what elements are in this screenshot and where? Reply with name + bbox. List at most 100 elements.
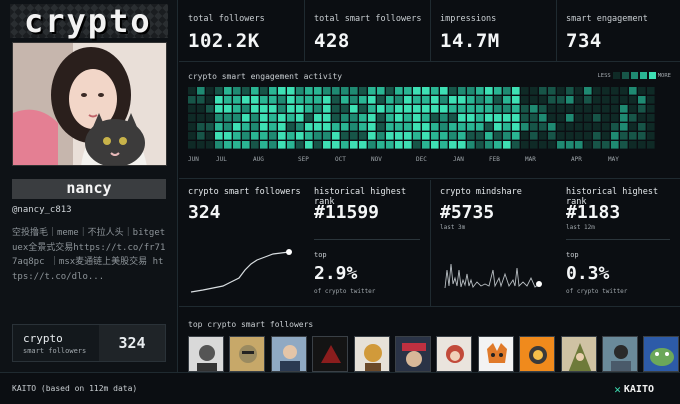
heatmap-cell <box>458 105 466 113</box>
heatmap-cell <box>548 114 556 122</box>
follower-avatar[interactable] <box>229 336 266 372</box>
heatmap-cell <box>476 114 484 122</box>
brand-title: crypto <box>24 2 152 40</box>
profile-handle[interactable]: @nancy_c813 <box>12 205 72 215</box>
heatmap-cell <box>197 105 205 113</box>
heatmap-cell <box>215 114 223 122</box>
heatmap-cell <box>413 123 421 131</box>
panel-title: historical highest rank <box>566 187 659 207</box>
follower-avatar[interactable] <box>436 336 473 372</box>
follower-avatar[interactable] <box>394 336 431 372</box>
heatmap-cell <box>584 105 592 113</box>
heatmap-cell <box>305 141 313 149</box>
heatmap-cell <box>602 105 610 113</box>
heatmap-cell <box>260 114 268 122</box>
heatmap-cell <box>602 87 610 95</box>
legend-more-label: MORE <box>657 72 671 79</box>
heatmap-cell <box>233 96 241 104</box>
heatmap-cell <box>341 87 349 95</box>
panel-subtitle: last 12m <box>566 224 595 231</box>
month-label: JUL <box>216 156 227 163</box>
heatmap-cell <box>548 141 556 149</box>
heatmap-cell <box>215 87 223 95</box>
heatmap-cell <box>332 105 340 113</box>
heatmap-cell <box>629 132 637 140</box>
legend-less-label: LESS <box>597 72 611 79</box>
heatmap-cell <box>584 96 592 104</box>
follower-avatar[interactable] <box>312 336 349 372</box>
heatmap-cell <box>188 96 196 104</box>
follower-avatar[interactable] <box>560 336 597 372</box>
follower-avatar[interactable] <box>270 336 307 372</box>
heatmap-legend: LESS MORE <box>597 72 671 79</box>
heatmap-cell <box>521 87 529 95</box>
follower-avatar[interactable] <box>353 336 390 372</box>
heatmap-cell <box>215 132 223 140</box>
heatmap-cell <box>206 96 214 104</box>
heatmap-cell <box>638 114 646 122</box>
heatmap-cell <box>332 114 340 122</box>
kaito-logo[interactable]: ✕ KAITO <box>614 383 654 396</box>
heatmap-month-labels: JUN JUL AUG SEP OCT NOV DEC JAN FEB MAR … <box>179 156 680 166</box>
heatmap-cell <box>512 123 520 131</box>
follower-avatar[interactable] <box>643 336 680 372</box>
heatmap-cell <box>395 132 403 140</box>
heatmap-cell <box>260 96 268 104</box>
heatmap-cell <box>269 123 277 131</box>
footer-bar: KAITO (based on 112m data) ✕ KAITO <box>0 372 680 404</box>
heatmap-cell <box>602 123 610 131</box>
heatmap-cell <box>350 87 358 95</box>
heatmap-cell <box>449 123 457 131</box>
heatmap-cell <box>494 96 502 104</box>
heatmap-cell <box>314 105 322 113</box>
heatmap-cell <box>287 96 295 104</box>
heatmap-cell <box>647 123 655 131</box>
heatmap-title: crypto smart engagement activity <box>188 72 343 81</box>
smart-followers-card-subtitle: smart followers <box>23 347 87 355</box>
heatmap-cell <box>503 132 511 140</box>
heatmap-cell <box>476 132 484 140</box>
follower-avatar[interactable] <box>519 336 556 372</box>
heatmap-cell <box>377 96 385 104</box>
heatmap-cell <box>422 141 430 149</box>
heatmap-cell <box>449 96 457 104</box>
month-label: DEC <box>416 156 427 163</box>
follower-avatar[interactable] <box>601 336 638 372</box>
heatmap-cell <box>539 87 547 95</box>
heatmap-cell <box>422 114 430 122</box>
heatmap-cell <box>620 105 628 113</box>
heatmap-cell <box>224 114 232 122</box>
heatmap-cell <box>440 96 448 104</box>
heatmap-cell <box>242 132 250 140</box>
heatmap-cell <box>458 123 466 131</box>
heatmap-cell <box>530 123 538 131</box>
heatmap-cell <box>494 141 502 149</box>
heatmap-cell <box>368 105 376 113</box>
month-label: MAR <box>525 156 536 163</box>
heatmap-cell <box>557 114 565 122</box>
heatmap-cell <box>395 87 403 95</box>
heatmap-cell <box>314 96 322 104</box>
panel-top-label: top <box>314 251 327 259</box>
heatmap-cell <box>242 87 250 95</box>
heatmap-cell <box>521 132 529 140</box>
heatmap-cell <box>647 141 655 149</box>
stat-value: 102.2K <box>188 30 260 52</box>
smart-followers-growth-chart <box>190 249 292 293</box>
heatmap-cell <box>404 96 412 104</box>
panel-top-percent: 2.9% <box>314 263 358 284</box>
heatmap-cell <box>548 105 556 113</box>
heatmap-cell <box>557 87 565 95</box>
heatmap-cell <box>233 105 241 113</box>
heatmap-cell <box>260 132 268 140</box>
heatmap-cell <box>458 87 466 95</box>
heatmap-cell <box>467 132 475 140</box>
panel-value: #11599 <box>314 202 380 223</box>
heatmap-cell <box>467 87 475 95</box>
heatmap-cell <box>188 141 196 149</box>
follower-avatar[interactable] <box>477 336 514 372</box>
heatmap-cell <box>206 141 214 149</box>
heatmap-cell <box>314 114 322 122</box>
heatmap-cell <box>314 132 322 140</box>
follower-avatar[interactable] <box>188 336 224 372</box>
